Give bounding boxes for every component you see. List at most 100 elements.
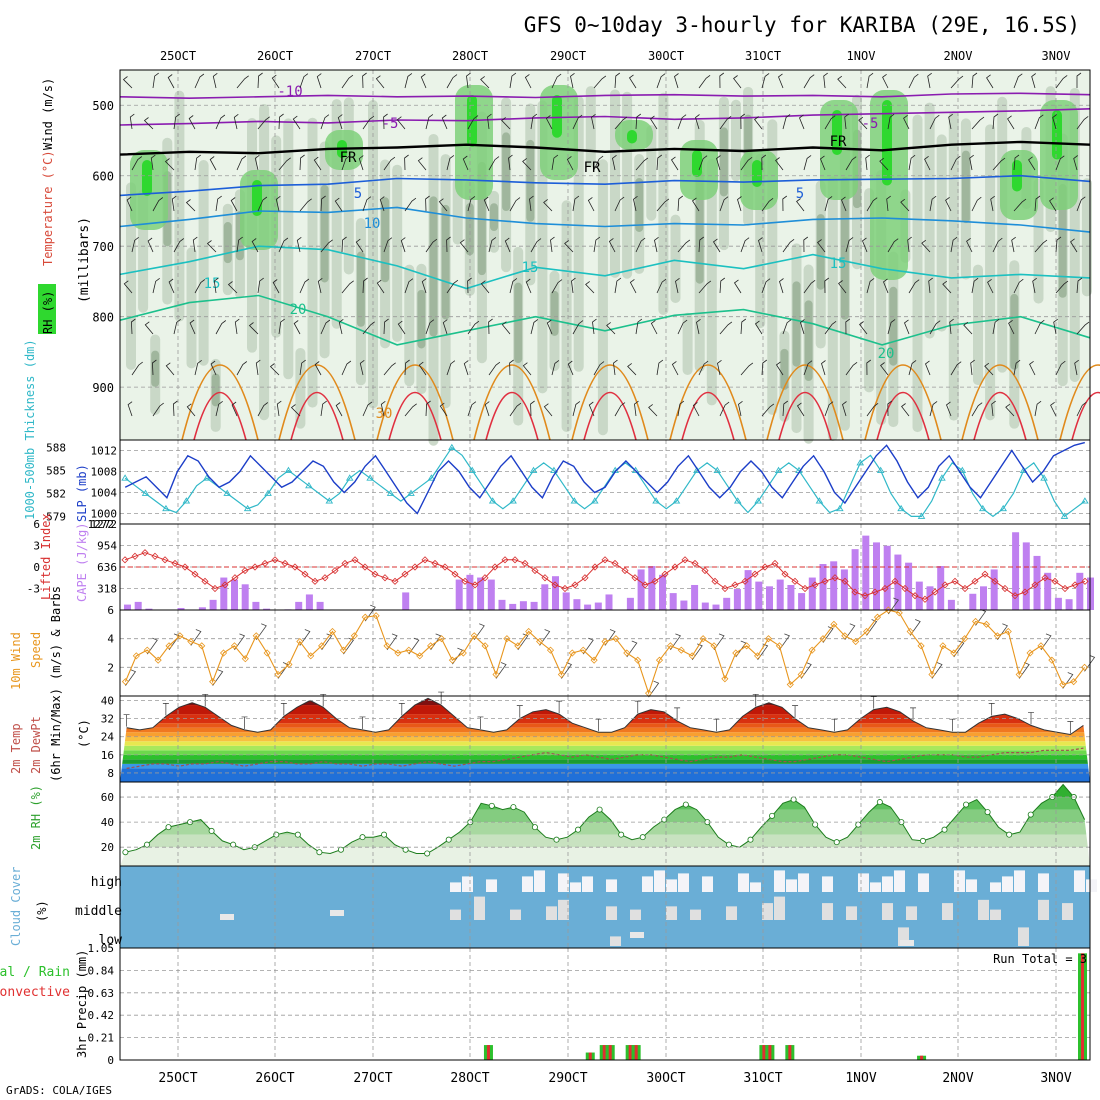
temp-range-63 — [949, 718, 956, 732]
upper-wind-barb — [908, 154, 916, 171]
lifted-point-5 — [171, 559, 179, 567]
thickness-point-28 — [407, 489, 415, 496]
upper-wind-barb — [566, 156, 574, 171]
rh-point-60 — [769, 812, 776, 819]
upper-wind-barb — [585, 281, 595, 294]
cape-bar-60 — [766, 586, 773, 610]
cape-bar-87 — [1054, 597, 1062, 610]
temperature-legend-label: Temperature (°C) — [41, 150, 55, 266]
isotherm-35-lobe-5 — [681, 391, 735, 441]
upper-wind-barb — [467, 115, 479, 130]
upper-wind-barb — [152, 72, 159, 89]
cloud-cell-1-45 — [990, 909, 1001, 920]
upper-wind-barb — [879, 157, 889, 171]
upper-wind-barb — [733, 75, 742, 89]
thickness-point-4 — [162, 504, 170, 512]
cloud-cell-1-27 — [774, 896, 785, 920]
cape-bar-37 — [519, 601, 527, 610]
wind-point-85 — [1048, 656, 1056, 664]
upper-wind-barb — [635, 157, 649, 171]
upper-wind-barb — [719, 401, 730, 417]
surface-wind-barb-28 — [430, 633, 442, 651]
upper-wind-barb — [824, 401, 834, 417]
cloud-cell-0-17 — [654, 870, 665, 892]
upper-wind-barb — [338, 318, 344, 335]
isotherm-30-lobe-6 — [766, 364, 844, 441]
cape-bar-33 — [477, 577, 485, 610]
upper-wind-barb — [782, 238, 795, 253]
upper-wind-barb — [904, 319, 910, 335]
upper-wind-barb — [257, 277, 264, 294]
upper-wind-barb — [543, 199, 553, 212]
precip-convective-bar-4 — [628, 1045, 632, 1060]
cloud-cell-0-35 — [870, 882, 881, 892]
cloud-cell-1-0 — [450, 909, 461, 920]
rh-point-82 — [1006, 831, 1013, 838]
upper-wind-barb — [842, 401, 847, 417]
slp-tick-3: 1012 — [91, 445, 118, 458]
upper-wind-barb — [215, 114, 226, 130]
rh-point-58 — [747, 836, 754, 843]
wind-label-line1: 10m Wind — [9, 632, 23, 690]
upper-wind-barb — [1055, 155, 1065, 171]
upper-wind-barb — [509, 402, 522, 417]
upper-wind-barb — [740, 362, 754, 376]
isotherm-30-lobe-0 — [181, 364, 259, 441]
lifted-point-1 — [131, 552, 139, 560]
rh-point-8 — [208, 827, 215, 834]
upper-wind-barb — [313, 156, 322, 171]
thickness-point-40 — [529, 466, 538, 473]
rh-mid-13 — [283, 118, 294, 380]
surface-wind-barb-82 — [1018, 662, 1030, 679]
lifted-point-43 — [551, 581, 559, 589]
upper-wind-barb — [1011, 236, 1016, 253]
temp-band-5 — [120, 745, 1090, 751]
upper-wind-barb — [1055, 280, 1069, 294]
upper-wind-barb — [882, 73, 889, 89]
cape-axis-label: CAPE (J/kg) — [75, 523, 89, 602]
upper-wind-barb — [591, 113, 596, 130]
wind-point-79 — [982, 620, 991, 628]
thickness-point-18 — [305, 481, 313, 489]
rh-bright-8 — [832, 110, 842, 155]
cloud-cell-0-0 — [450, 882, 461, 892]
temp-range-60 — [910, 707, 917, 720]
wind-point-71 — [895, 609, 903, 617]
lifted-point-23 — [351, 556, 359, 564]
lifted-point-35 — [471, 581, 479, 589]
upper-wind-barb — [971, 277, 979, 294]
upper-wind-barb — [588, 401, 595, 417]
upper-wind-barb — [314, 361, 322, 376]
cape-bar-34 — [487, 579, 495, 610]
upper-wind-barb — [341, 280, 354, 294]
wind-point-70 — [884, 606, 892, 614]
wind-point-49 — [655, 656, 664, 664]
thickness-point-72 — [856, 459, 865, 466]
upper-wind-barb — [355, 238, 364, 253]
upper-wind-barb — [824, 320, 837, 335]
cloud-cell-2-34 — [1018, 927, 1029, 946]
wind-tick-2: 6 — [107, 604, 114, 617]
upper-wind-barb — [248, 322, 259, 335]
upper-wind-barb — [379, 196, 385, 212]
cape-bar-17 — [305, 594, 313, 610]
rh-dark-42 — [635, 178, 644, 232]
upper-wind-barb — [803, 360, 813, 376]
lifted-point-56 — [681, 556, 689, 564]
upper-wind-barb — [425, 319, 435, 335]
lifted-point-60 — [721, 584, 729, 593]
upper-wind-barb — [341, 360, 352, 376]
upper-wind-barb — [131, 236, 139, 253]
rh-mid-68 — [948, 111, 959, 421]
rh-band-4 — [120, 797, 1090, 810]
precip-axis-label: 3hr Precip (mm) — [75, 950, 89, 1058]
cloud-cell-0-31 — [822, 876, 833, 892]
upper-wind-barb — [127, 401, 133, 417]
cloud-cell-0-1 — [462, 876, 473, 892]
cloud-cell-0-16 — [642, 876, 653, 892]
cape-bar-45 — [605, 594, 613, 610]
cape-bar-74 — [915, 581, 923, 610]
cape-bar-48 — [637, 569, 645, 610]
cape-bar-51 — [669, 593, 677, 610]
rh-bands — [120, 784, 1090, 866]
